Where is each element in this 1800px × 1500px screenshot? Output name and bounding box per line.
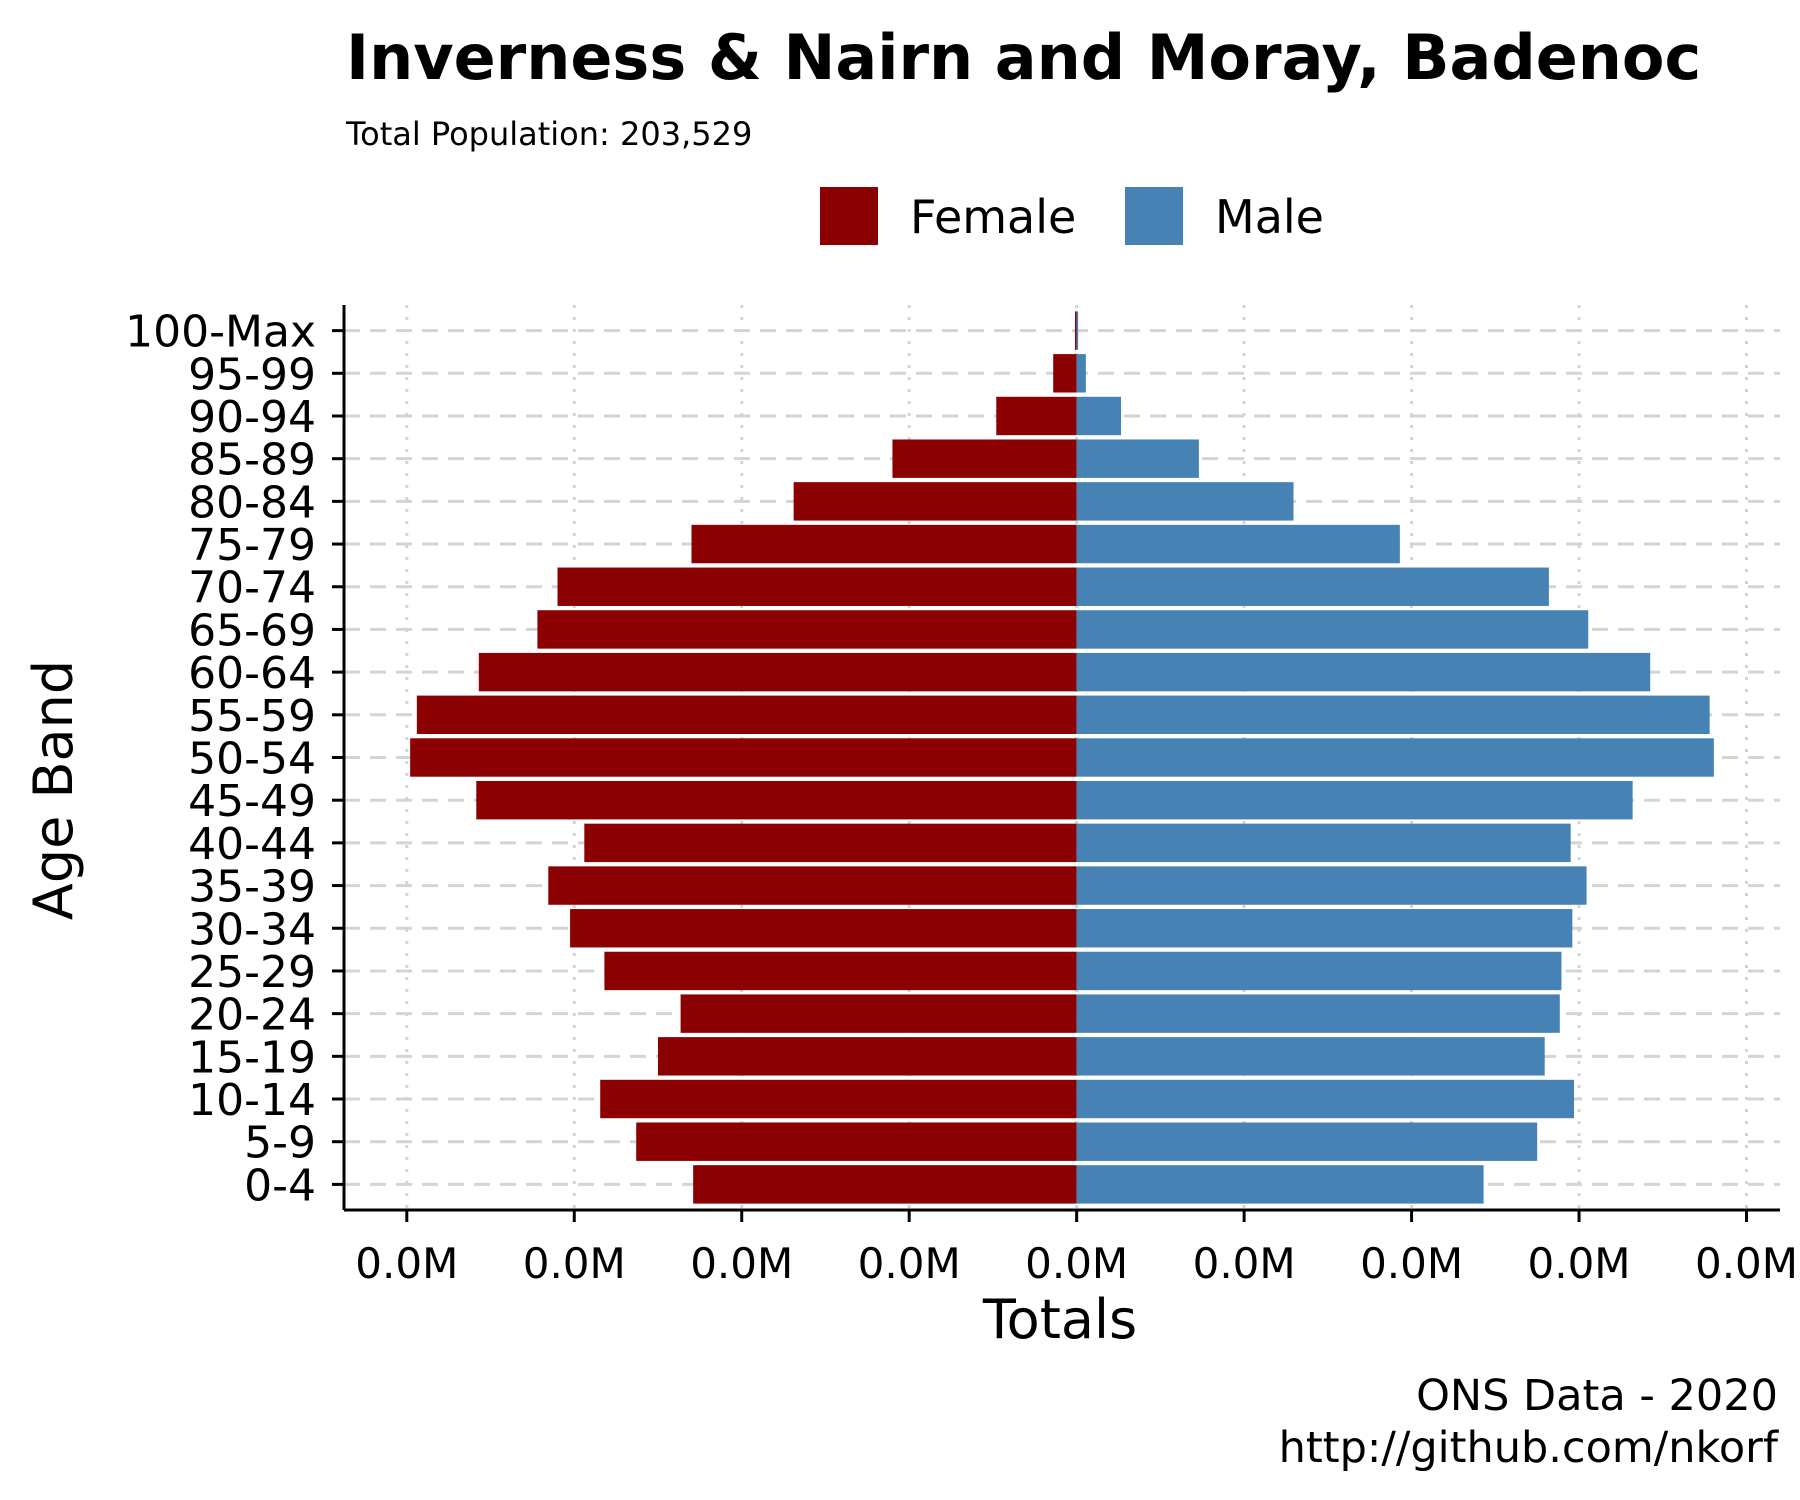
bar-female-0-4: [693, 1165, 1077, 1204]
x-tick-label: 0.0M: [1695, 1239, 1798, 1288]
y-tick-labels: 0-45-910-1415-1920-2425-2930-3435-3940-4…: [125, 307, 344, 1211]
bar-male-65-69: [1076, 610, 1589, 649]
bar-female-100-Max: [1074, 311, 1077, 350]
y-tick-label: 70-74: [188, 563, 316, 614]
bars: [410, 311, 1714, 1204]
bar-female-60-64: [478, 652, 1077, 692]
x-tick-label: 0.0M: [690, 1239, 793, 1288]
bar-female-75-79: [691, 524, 1077, 564]
bar-male-10-14: [1076, 1079, 1575, 1119]
bar-male-75-79: [1076, 524, 1400, 564]
x-tick-label: 0.0M: [1193, 1239, 1296, 1288]
bar-female-40-44: [584, 823, 1077, 863]
bar-male-55-59: [1076, 695, 1710, 735]
legend-label-female: Female: [910, 190, 1076, 244]
bar-male-80-84: [1076, 482, 1294, 521]
y-tick-label: 80-84: [188, 477, 316, 528]
bar-male-25-29: [1076, 951, 1562, 991]
bar-male-5-9: [1076, 1122, 1538, 1161]
bar-female-85-89: [892, 439, 1077, 478]
y-tick-label: 45-49: [188, 776, 316, 827]
y-tick-label: 90-94: [188, 392, 316, 443]
x-tick-labels: 0.0M 0.0M 0.0M 0.0M 0.0M 0.0M 0.0M 0.0M 0.0M: [355, 1210, 1798, 1288]
caption-url: http://github.com/nkorf: [1278, 1423, 1778, 1473]
bar-female-25-29: [604, 951, 1077, 991]
bar-female-15-19: [657, 1037, 1077, 1076]
bar-female-90-94: [996, 396, 1077, 436]
caption-source: ONS Data - 2020: [1416, 1371, 1778, 1421]
y-tick-label: 10-14: [188, 1075, 316, 1126]
bar-male-50-54: [1076, 738, 1714, 777]
x-tick-label: 0.0M: [858, 1239, 961, 1288]
y-tick-label: 35-39: [188, 862, 316, 913]
bar-female-10-14: [600, 1079, 1077, 1119]
chart-title: Inverness & Nairn and Moray, Badenoc: [346, 21, 1702, 94]
bar-female-55-59: [416, 695, 1077, 735]
bar-male-20-24: [1076, 994, 1560, 1033]
legend-label-male: Male: [1215, 190, 1324, 244]
y-tick-label: 5-9: [244, 1118, 316, 1169]
y-tick-label: 50-54: [188, 734, 316, 785]
bar-female-45-49: [476, 780, 1077, 820]
y-tick-label: 55-59: [188, 691, 316, 742]
x-axis-label: Totals: [982, 1288, 1137, 1351]
y-tick-label: 100-Max: [125, 307, 316, 358]
bar-male-100-Max: [1076, 311, 1079, 350]
bar-male-95-99: [1076, 354, 1086, 393]
x-tick-label: 0.0M: [1528, 1239, 1631, 1288]
bar-male-0-4: [1076, 1165, 1484, 1204]
y-tick-label: 65-69: [188, 605, 316, 656]
bar-male-70-74: [1076, 567, 1549, 606]
legend: Female Male: [820, 187, 1324, 245]
y-tick-label: 20-24: [188, 990, 316, 1041]
bar-female-30-34: [570, 909, 1077, 948]
y-tick-label: 85-89: [188, 435, 316, 486]
bar-female-70-74: [557, 567, 1077, 606]
legend-swatch-female: [820, 187, 878, 245]
bar-male-90-94: [1076, 396, 1122, 436]
y-tick-label: 25-29: [188, 947, 316, 998]
y-tick-label: 60-64: [188, 648, 316, 699]
bar-female-65-69: [537, 610, 1077, 649]
y-axis-label: Age Band: [22, 660, 85, 920]
x-tick-label: 0.0M: [523, 1239, 626, 1288]
x-tick-label: 0.0M: [1025, 1239, 1128, 1288]
y-tick-label: 0-4: [244, 1160, 316, 1211]
bar-female-20-24: [680, 994, 1077, 1033]
y-tick-label: 75-79: [188, 520, 316, 571]
chart-subtitle: Total Population: 203,529: [346, 115, 753, 153]
x-tick-label: 0.0M: [355, 1239, 458, 1288]
y-tick-label: 40-44: [188, 819, 316, 870]
bar-male-85-89: [1076, 439, 1199, 478]
y-tick-label: 30-34: [188, 904, 316, 955]
bar-male-35-39: [1076, 866, 1587, 905]
bar-male-15-19: [1076, 1037, 1545, 1076]
bar-female-50-54: [410, 738, 1077, 777]
bar-female-5-9: [636, 1122, 1077, 1161]
caption: ONS Data - 2020 http://github.com/nkorf: [1279, 1370, 1778, 1474]
bar-male-45-49: [1076, 780, 1633, 820]
y-tick-label: 15-19: [188, 1032, 316, 1083]
y-tick-label: 95-99: [188, 349, 316, 400]
bar-female-80-84: [793, 482, 1077, 521]
bar-male-60-64: [1076, 652, 1651, 692]
bar-male-40-44: [1076, 823, 1571, 863]
x-tick-label: 0.0M: [1360, 1239, 1463, 1288]
bar-male-30-34: [1076, 909, 1573, 948]
legend-swatch-male: [1125, 187, 1183, 245]
bar-female-35-39: [548, 866, 1077, 905]
bar-female-95-99: [1053, 354, 1077, 393]
